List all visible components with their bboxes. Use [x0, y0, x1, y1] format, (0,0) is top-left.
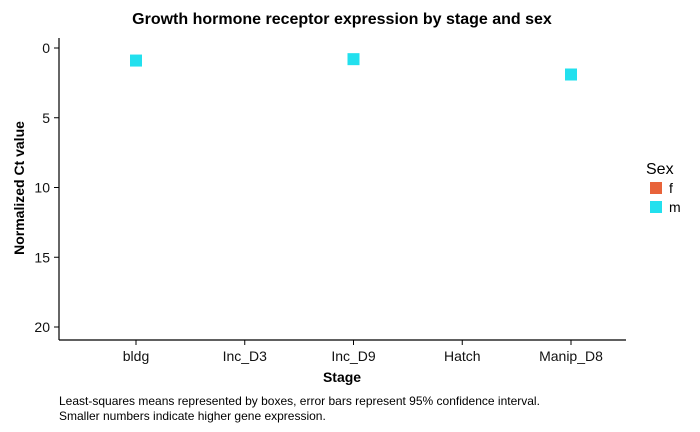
x-axis-ticks: bldg Inc_D3 Inc_D9 Hatch Manip_D8	[123, 340, 603, 364]
y-axis-ticks: 0 5 10 15 20	[34, 40, 59, 335]
data-point-m-bldg	[130, 54, 142, 67]
x-axis-title: Stage	[323, 369, 361, 385]
legend: Sex fm	[646, 161, 681, 215]
x-tick-label: Manip_D8	[539, 348, 603, 364]
legend-label-f: f	[669, 180, 673, 196]
data-point-m-inc_d9	[347, 53, 360, 66]
legend-label-m: m	[669, 199, 681, 215]
y-tick-label: 15	[34, 249, 50, 265]
legend-entries: fm	[650, 180, 681, 215]
chart-title: Growth hormone receptor expression by st…	[132, 11, 552, 28]
legend-key-f	[650, 182, 662, 194]
x-tick-label: Inc_D9	[331, 348, 376, 364]
caption-line-1: Least-squares means represented by boxes…	[59, 394, 540, 408]
y-tick-label: 0	[42, 40, 50, 56]
x-tick-label: Hatch	[444, 348, 481, 364]
data-points	[130, 53, 577, 81]
legend-key-m	[650, 201, 662, 213]
y-tick-label: 10	[34, 180, 50, 196]
y-tick-label: 20	[34, 319, 50, 335]
x-tick-label: Inc_D3	[223, 348, 268, 364]
legend-title: Sex	[646, 161, 674, 178]
y-axis-title: Normalized Ct value	[11, 121, 27, 255]
y-tick-label: 5	[42, 110, 50, 126]
x-tick-label: bldg	[123, 348, 149, 364]
caption-line-2: Smaller numbers indicate higher gene exp…	[59, 409, 326, 423]
data-point-m-manip_d8	[565, 68, 577, 81]
